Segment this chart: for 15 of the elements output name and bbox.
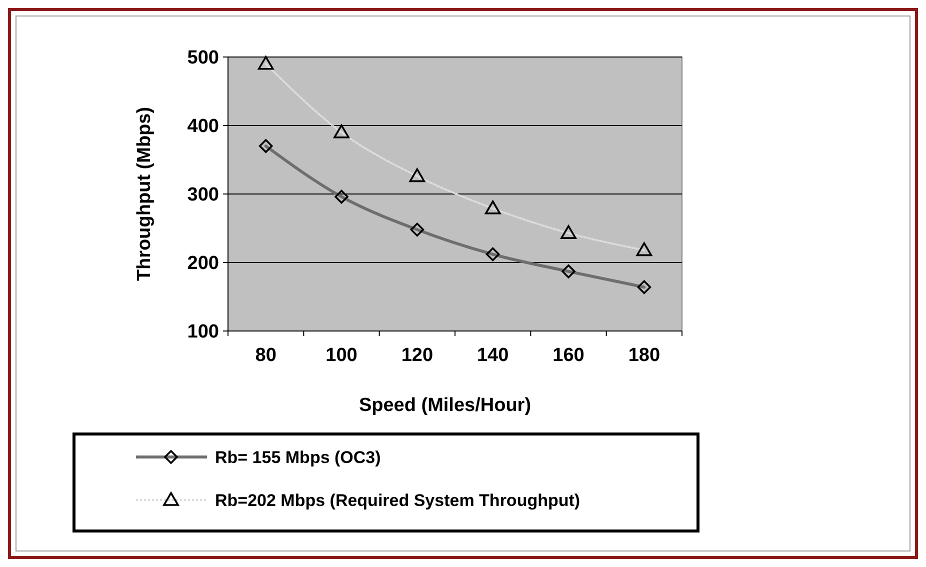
legend-label: Rb= 155 Mbps (OC3) [215, 448, 381, 467]
x-tick-label: 140 [476, 345, 509, 366]
x-tick-label: 160 [552, 345, 584, 366]
x-tick-label: 120 [401, 345, 434, 366]
x-axis-title: Speed (Miles/Hour) [358, 395, 532, 416]
y-tick-label: 500 [187, 48, 219, 69]
x-tick-label: 80 [255, 345, 276, 366]
legend-label: Rb=202 Mbps (Required System Throughput) [215, 490, 580, 510]
y-tick-label: 200 [187, 253, 219, 274]
y-tick-label: 300 [187, 184, 219, 206]
y-axis-title: Throughput (Mbps) [134, 106, 155, 282]
x-tick-label: 180 [628, 345, 660, 366]
y-tick-label: 400 [187, 116, 219, 138]
x-tick-label: 100 [326, 345, 358, 366]
y-tick-label: 100 [187, 322, 219, 343]
